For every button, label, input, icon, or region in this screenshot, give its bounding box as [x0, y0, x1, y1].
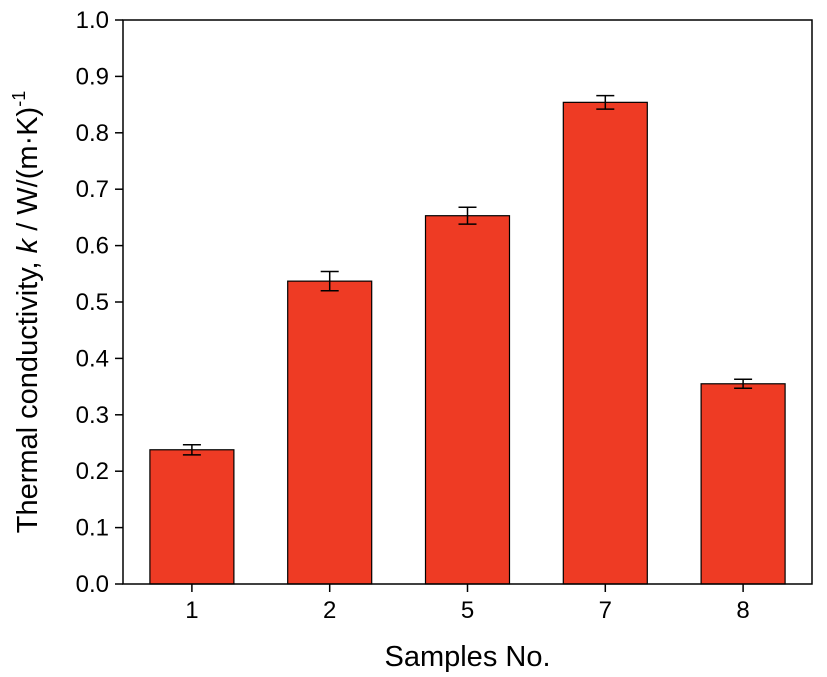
- y-axis-title: Thermal conductivity, k / W/(m·K)-1: [9, 91, 44, 533]
- y-axis-ticks: 0.0 0.1 0.2 0.3 0.4 0.5 0.6 0.7 0.8 0.9 1.0: [76, 7, 123, 598]
- x-tick-label: 8: [736, 597, 749, 624]
- y-axis-title-symbol: k: [12, 237, 44, 253]
- bar-7: [562, 101, 648, 585]
- y-axis-title-exponent: -1: [9, 91, 29, 107]
- x-axis-ticks: 1 2 5 7 8: [185, 584, 750, 624]
- x-tick-label: 1: [185, 597, 198, 624]
- y-tick-label: 0.2: [76, 458, 109, 485]
- error-bars-group: [182, 94, 753, 456]
- y-axis-title-unit: / W/(m·K): [12, 107, 44, 239]
- y-tick-label: 0.5: [76, 289, 109, 316]
- y-tick-label: 0.9: [76, 63, 109, 90]
- y-tick-label: 1.0: [76, 7, 109, 34]
- y-tick-label: 0.4: [76, 345, 109, 372]
- x-tick-label: 2: [323, 597, 336, 624]
- bar-2: [287, 280, 373, 585]
- y-tick-label: 0.6: [76, 233, 109, 260]
- y-axis-title-prefix: Thermal conductivity,: [12, 253, 44, 533]
- x-tick-label: 5: [461, 597, 474, 624]
- y-tick-label: 0.3: [76, 402, 109, 429]
- bar-1: [149, 449, 235, 585]
- bar-5: [424, 215, 511, 585]
- x-tick-label: 7: [599, 597, 612, 624]
- x-axis-title: Samples No.: [384, 641, 550, 673]
- y-tick-label: 0.7: [76, 176, 109, 203]
- y-tick-label: 0.0: [76, 571, 109, 598]
- y-tick-label: 0.1: [76, 515, 109, 542]
- bar-8: [700, 383, 786, 585]
- y-tick-label: 0.8: [76, 120, 109, 147]
- bars-group: [149, 101, 786, 585]
